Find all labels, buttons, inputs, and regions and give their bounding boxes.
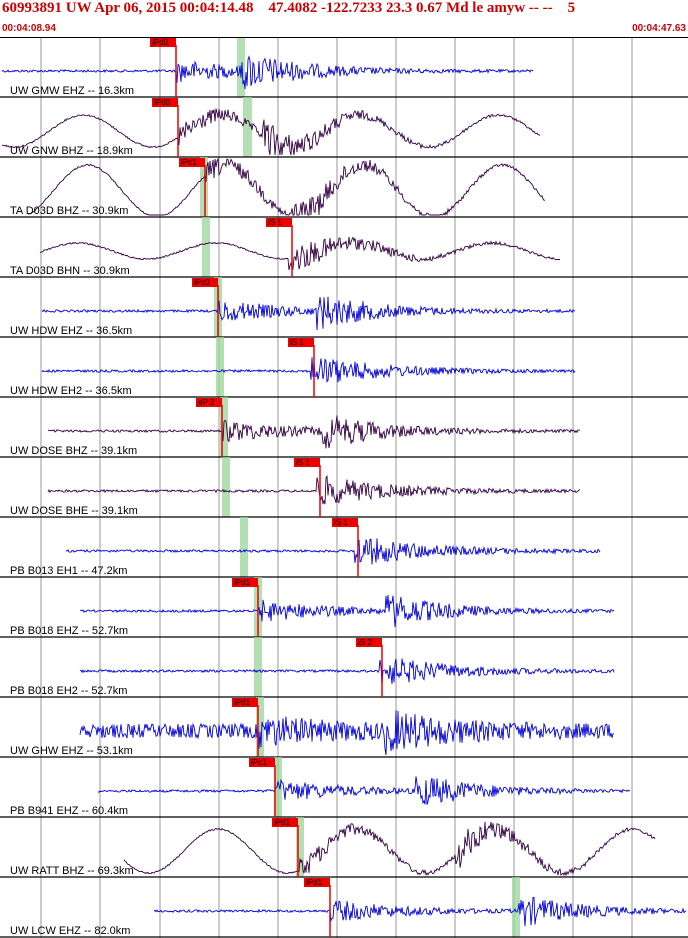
waveform-trace [47, 415, 580, 449]
trace-row[interactable]: iPd1 UW LCW EHZ -- 82.0km [0, 877, 688, 938]
trace-row[interactable]: eP 2 UW DOSE BHZ -- 39.1km [0, 397, 688, 458]
theoretical-arrival-band [202, 217, 210, 277]
s-pick-label: iS 2 [358, 638, 372, 647]
p-pick-label: iPc1 [181, 158, 197, 167]
trace-row[interactable]: iPd1 UW GHW EHZ -- 53.1km [0, 697, 688, 758]
s-pick-flag[interactable] [356, 638, 382, 647]
station-label: UW HDW EHZ -- 36.5km [10, 325, 132, 337]
seismogram-panel: iPd0 UW GMW EHZ -- 16.3km iPd0 UW GNW BHZ -… [0, 37, 688, 938]
p-pick-flag[interactable] [192, 278, 218, 287]
p-pick-flag[interactable] [249, 758, 275, 767]
event-header-title: 60993891 UW Apr 06, 2015 00:04:14.48 47.… [2, 0, 576, 16]
waveform-trace [153, 896, 687, 927]
s-pick-flag[interactable] [294, 458, 320, 467]
waveform-trace [79, 594, 615, 627]
trace-panels: iPd0 UW GMW EHZ -- 16.3km iPd0 UW GNW BHZ -… [0, 37, 688, 938]
waveform-trace [79, 658, 615, 686]
station-label: UW DOSE BHE -- 39.1km [10, 505, 138, 517]
station-label: UW HDW EH2 -- 36.5km [10, 385, 132, 397]
s-pick-label: iS 1 [334, 518, 348, 527]
s-pick-flag[interactable] [266, 218, 292, 227]
time-grid [40, 37, 633, 938]
theoretical-arrival-band [274, 757, 282, 817]
trace-row[interactable]: iPd0 UW GNW BHZ -- 18.9km [0, 97, 688, 158]
p-pick-label: iPc0 [194, 278, 210, 287]
waveform-trace [47, 474, 581, 505]
p-pick-flag[interactable] [232, 698, 258, 707]
trace-row[interactable]: iS 1 UW HDW EH2 -- 36.5km [0, 337, 688, 398]
s-pick-label: iS 1 [296, 458, 310, 467]
p-pick-label: iPd1 [306, 878, 323, 887]
waveform-trace [41, 357, 576, 383]
theoretical-arrival-band [200, 157, 208, 217]
station-label: UW LCW EHZ -- 82.0km [10, 925, 130, 937]
p-pick-label: iPd1 [274, 818, 291, 827]
p-pick-flag[interactable] [232, 578, 258, 587]
s-pick-flag[interactable] [288, 338, 314, 347]
p-pick-label: eP 2 [198, 398, 215, 407]
waveform-trace [79, 710, 615, 756]
p-pick-flag[interactable] [179, 158, 205, 167]
trace-row[interactable]: iPd1 UW RATT BHZ -- 69.3km [0, 817, 688, 878]
start-time-label: 00:04:08.94 [2, 23, 56, 34]
p-pick-flag[interactable] [196, 398, 222, 407]
station-label: PB B941 EHZ -- 60.4km [10, 805, 128, 817]
station-label: UW RATT BHZ -- 69.3km [10, 865, 134, 877]
p-pick-label: iPd1 [234, 578, 251, 587]
trace-row[interactable]: iS 2 PB B018 EH2 -- 52.7km [0, 637, 688, 698]
s-pick-flag[interactable] [332, 518, 358, 527]
theoretical-arrival-band [243, 97, 252, 157]
waveform-trace [1, 55, 534, 90]
p-pick-label: iPd0 [152, 38, 169, 47]
trace-row[interactable]: iPd0 UW GMW EHZ -- 16.3km [0, 37, 688, 98]
waveform-trace [65, 538, 601, 565]
station-label: PB B018 EHZ -- 52.7km [10, 625, 128, 637]
station-label: TA D03D BHN -- 30.9km [10, 265, 130, 277]
p-pick-label: iPc1 [251, 758, 267, 767]
p-pick-flag[interactable] [304, 878, 330, 887]
s-pick-label: iS 1 [290, 338, 304, 347]
station-label: UW GHW EHZ -- 53.1km [10, 745, 133, 757]
station-label: UW GMW EHZ -- 16.3km [10, 85, 134, 97]
p-pick-flag[interactable] [150, 38, 176, 47]
p-pick-flag[interactable] [272, 818, 298, 827]
theoretical-arrival-band [216, 337, 224, 397]
waveform-trace [97, 776, 631, 805]
theoretical-arrival-band [512, 877, 520, 937]
station-label: UW DOSE BHZ -- 39.1km [10, 445, 137, 457]
s-pick-label: iS 1 [268, 218, 282, 227]
trace-row[interactable]: iPd1 PB B018 EHZ -- 52.7km [0, 577, 688, 638]
theoretical-arrival-band [237, 37, 245, 97]
waveform-trace [27, 157, 546, 217]
trace-row[interactable]: iS 1 PB B013 EH1 -- 47.2km [0, 517, 688, 578]
waveform-trace [1, 108, 541, 156]
theoretical-arrival-band [256, 697, 264, 757]
trace-row[interactable]: iPc1 TA D03D BHZ -- 30.9km [0, 157, 688, 218]
trace-row[interactable]: iS 1 TA D03D BHN -- 30.9km [0, 217, 688, 278]
p-pick-label: iPd1 [234, 698, 251, 707]
station-label: TA D03D BHZ -- 30.9km [10, 205, 128, 217]
station-label: PB B018 EH2 -- 52.7km [10, 685, 127, 697]
waveform-trace [39, 236, 560, 271]
station-label: PB B013 EH1 -- 47.2km [10, 565, 127, 577]
trace-row[interactable]: iS 1 UW DOSE BHE -- 39.1km [0, 457, 688, 518]
waveform-trace [123, 821, 656, 877]
waveform-trace [41, 296, 575, 331]
station-label: UW GNW BHZ -- 18.9km [10, 145, 133, 157]
p-pick-label: iPd0 [154, 98, 171, 107]
p-pick-flag[interactable] [152, 98, 178, 107]
theoretical-arrival-band [296, 817, 304, 877]
theoretical-arrival-band [222, 457, 230, 517]
end-time-label: 00:04:47.63 [632, 23, 686, 34]
trace-row[interactable]: iPc0 UW HDW EHZ -- 36.5km [0, 277, 688, 338]
trace-row[interactable]: iPc1 PB B941 EHZ -- 60.4km [0, 757, 688, 818]
theoretical-arrival-band [254, 637, 262, 697]
theoretical-arrival-band [240, 517, 248, 577]
